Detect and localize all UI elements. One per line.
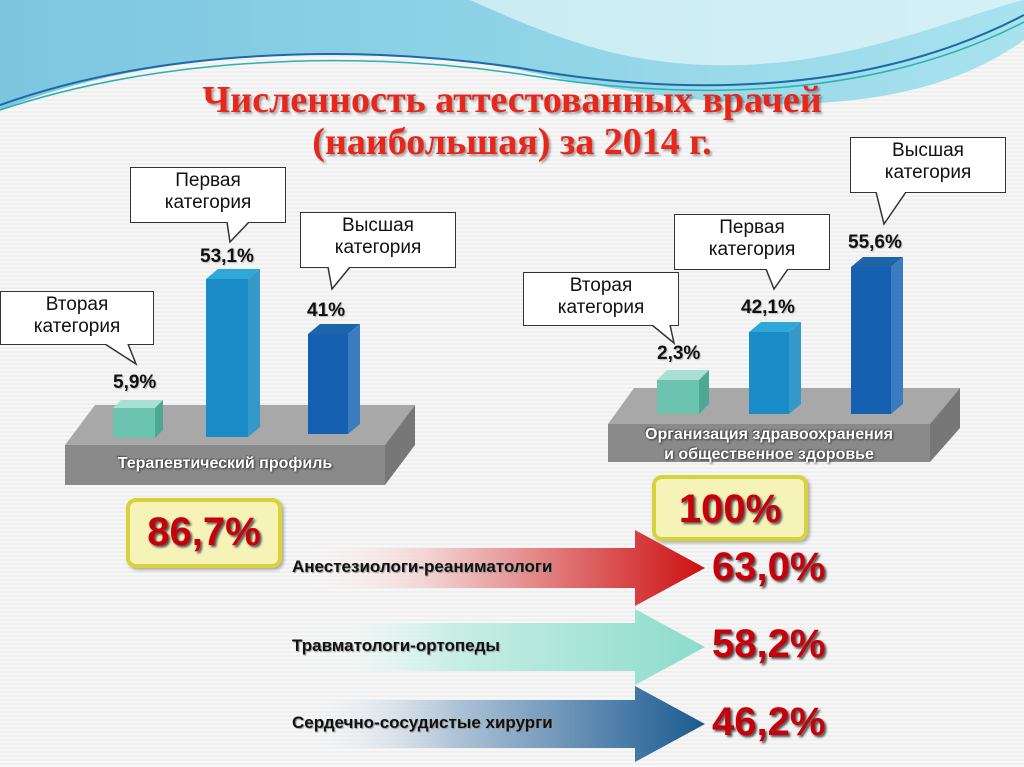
callout-line: категория xyxy=(884,162,972,183)
callout-line: Вторая xyxy=(569,275,633,296)
callout-line: категория xyxy=(557,297,645,318)
callout-line: категория xyxy=(33,316,121,337)
callout-line: Первая xyxy=(719,217,785,238)
bar-value-first: 42,1% xyxy=(741,297,795,318)
bar-value-first: 53,1% xyxy=(200,246,254,267)
callout-second-category: Вторая категория xyxy=(523,272,679,326)
callout-highest-category: Высшая категория xyxy=(850,137,1006,193)
callout-pointer xyxy=(651,325,676,345)
chart-base-label-line2: и общественное здоровье xyxy=(664,446,874,463)
callout-line: категория xyxy=(334,237,422,258)
bar-first-category xyxy=(206,269,260,437)
callout-line: Высшая xyxy=(892,140,964,161)
callout-first-category: Первая категория xyxy=(674,214,830,270)
bar-second-category xyxy=(657,370,709,414)
callout-highest-category: Высшая категория xyxy=(300,212,456,268)
callout-pointer xyxy=(327,267,351,291)
arrow-traumatology xyxy=(285,609,705,685)
arrow-label-anesthesiology: Анестезиологи-реаниматологи xyxy=(292,557,553,576)
arrow-cardiovascular-surgery xyxy=(285,686,705,762)
bar-first-category xyxy=(749,322,801,414)
callout-pointer xyxy=(226,222,250,244)
total-badge-therapeutic: 86,7% xyxy=(126,498,282,568)
callout-line: категория xyxy=(708,239,796,260)
bar-highest-category xyxy=(851,257,903,414)
page-title-line2: (наибольшая) за 2014 г. xyxy=(312,121,712,163)
callout-line: Высшая xyxy=(342,215,414,236)
chart-base-label: Организация здравоохранения и общественн… xyxy=(608,425,930,465)
bar-value-highest: 55,6% xyxy=(848,232,902,253)
callout-pointer xyxy=(104,344,138,366)
callout-pointer xyxy=(875,192,907,226)
arrow-value-cardiovascular-surgery: 46,2% xyxy=(712,700,826,744)
total-badge-organization: 100% xyxy=(652,475,808,541)
arrow-value-traumatology: 58,2% xyxy=(712,622,826,666)
callout-first-category: Первая категория xyxy=(130,167,286,223)
arrow-label-traumatology: Травматологи-ортопеды xyxy=(292,636,500,655)
chart-base-label: Терапевтический профиль xyxy=(117,455,333,472)
arrow-anesthesiology xyxy=(285,530,705,606)
bar-highest-category xyxy=(308,324,360,434)
bar-value-highest: 41% xyxy=(307,300,346,321)
bar-value-second: 5,9% xyxy=(113,372,157,393)
page-title-line1: Численность аттестованных врачей xyxy=(202,79,822,121)
callout-pointer xyxy=(765,269,789,291)
callout-second-category: Вторая категория xyxy=(0,291,154,345)
bar-second-category xyxy=(113,400,163,438)
arrow-label-cardiovascular-surgery: Сердечно-сосудистые хирурги xyxy=(292,713,553,732)
callout-line: Первая xyxy=(175,170,241,191)
bar-value-second: 2,3% xyxy=(657,343,701,364)
chart-base-label-line1: Организация здравоохранения xyxy=(645,426,893,443)
wave-decoration xyxy=(0,0,1024,111)
callout-line: Вторая xyxy=(45,294,109,315)
callout-line: категория xyxy=(164,192,252,213)
arrow-value-anesthesiology: 63,0% xyxy=(712,545,826,589)
